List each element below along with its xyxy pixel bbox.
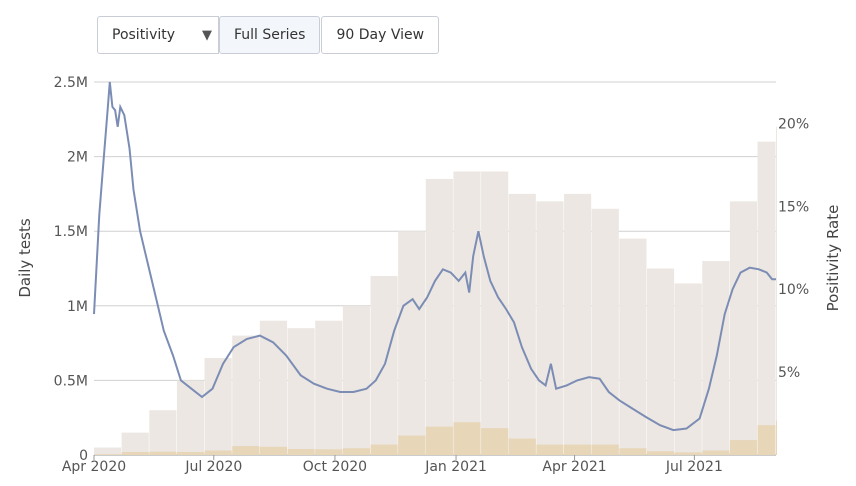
daily-tests-bar xyxy=(481,171,509,455)
positive-bar xyxy=(94,454,122,455)
x-tick-label: Oct 2020 xyxy=(303,459,367,475)
positive-bar xyxy=(398,435,426,455)
daily-tests-bar xyxy=(425,178,453,456)
daily-tests-bar xyxy=(287,328,315,455)
positive-bar xyxy=(646,451,675,455)
daily-tests-bar xyxy=(259,320,288,455)
positivity-line xyxy=(93,81,776,432)
left-axis-label: Daily tests xyxy=(16,218,34,298)
positive-bar xyxy=(176,452,205,455)
ninety-day-view-button[interactable]: 90 Day View xyxy=(321,16,440,54)
left-axis-ticks: 0 0.5M 1M 1.5M 2M 2.5M xyxy=(54,75,88,464)
x-tick-label: Jul 2020 xyxy=(184,459,242,475)
daily-tests-bars xyxy=(94,126,777,456)
positive-bar xyxy=(619,448,647,455)
chart-controls: Positivity ▼ Full Series 90 Day View xyxy=(97,16,440,56)
right-tick-label: 15% xyxy=(778,199,809,215)
positive-bar xyxy=(425,426,453,455)
daily-tests-bar xyxy=(204,358,232,455)
left-tick-label: 1M xyxy=(67,299,88,315)
left-tick-label: 0 xyxy=(79,448,88,464)
daily-tests-bar xyxy=(508,193,536,455)
positive-bar xyxy=(674,452,702,455)
right-axis-ticks: 5% 10% 15% 20% xyxy=(778,116,809,381)
daily-tests-bar xyxy=(232,335,260,455)
daily-tests-bar xyxy=(398,231,426,455)
daily-tests-bar xyxy=(315,320,343,455)
x-tick-label: Apr 2020 xyxy=(62,459,126,475)
daily-tests-bar xyxy=(536,201,564,455)
positive-bar xyxy=(232,446,260,455)
positive-bar xyxy=(508,438,536,455)
daily-tests-bar xyxy=(591,208,619,455)
metric-select[interactable]: Positivity ▼ xyxy=(97,16,219,54)
positive-bar xyxy=(342,448,370,455)
positive-bar xyxy=(259,446,288,455)
daily-tests-bar xyxy=(564,193,592,455)
daily-tests-bar xyxy=(646,268,675,455)
positive-bar xyxy=(729,440,758,455)
positive-bar xyxy=(702,450,730,455)
positive-bar xyxy=(453,422,481,455)
full-series-button[interactable]: Full Series xyxy=(219,16,321,54)
positive-bar xyxy=(776,420,777,455)
positive-bar xyxy=(591,444,619,455)
positive-bar xyxy=(315,449,343,455)
daily-tests-bar xyxy=(342,305,370,455)
daily-tests-bar xyxy=(776,126,777,455)
left-tick-label: 2M xyxy=(67,150,88,166)
positive-bar xyxy=(204,450,232,455)
daily-tests-bar xyxy=(619,238,647,455)
left-tick-label: 2.5M xyxy=(54,75,88,91)
positive-bar xyxy=(121,452,149,455)
daily-tests-bar xyxy=(453,171,481,455)
right-tick-label: 20% xyxy=(778,116,809,132)
daily-tests-bar xyxy=(121,432,149,455)
right-tick-label: 5% xyxy=(778,365,800,381)
x-tick-label: Jan 2021 xyxy=(424,459,487,475)
positive-bar xyxy=(757,425,776,455)
metric-select-value: Positivity xyxy=(112,27,176,43)
positive-bar xyxy=(564,444,592,455)
positive-bar xyxy=(287,449,315,455)
positive-bar xyxy=(149,451,177,455)
daily-tests-bar xyxy=(149,410,177,455)
positive-bar xyxy=(536,444,564,455)
x-tick-label: Jul 2021 xyxy=(665,459,723,475)
daily-tests-bar xyxy=(176,380,205,455)
positive-bar xyxy=(370,444,398,455)
positive-bar xyxy=(481,428,509,455)
x-tick-label: Apr 2021 xyxy=(542,459,606,475)
right-tick-label: 10% xyxy=(778,282,809,298)
daily-tests-bar xyxy=(729,201,758,455)
x-axis-ticks: Apr 2020 Jul 2020 Oct 2020 Jan 2021 Apr 2021… xyxy=(62,455,723,475)
dropdown-caret-icon: ▼ xyxy=(202,27,212,43)
daily-tests-bar xyxy=(757,141,776,455)
daily-tests-bar xyxy=(94,447,122,455)
right-axis-label: Positivity Rate xyxy=(824,205,842,312)
left-tick-label: 0.5M xyxy=(54,373,88,389)
positive-bars xyxy=(94,420,777,455)
left-tick-label: 1.5M xyxy=(54,224,88,240)
